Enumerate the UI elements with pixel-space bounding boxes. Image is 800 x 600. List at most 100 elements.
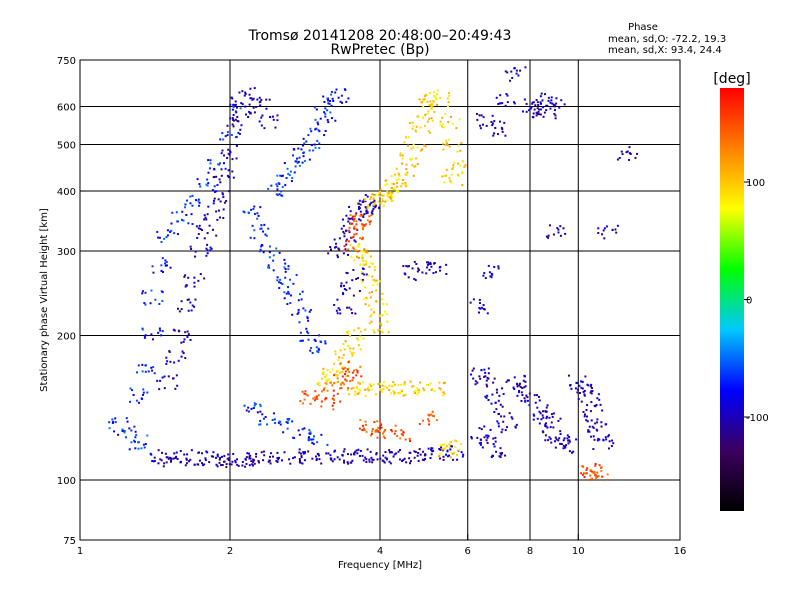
scatter-point	[369, 296, 372, 299]
scatter-point	[251, 98, 254, 101]
scatter-point	[361, 257, 364, 260]
scatter-point	[379, 322, 382, 325]
scatter-point	[457, 144, 460, 147]
scatter-point	[176, 220, 179, 223]
scatter-point	[370, 261, 373, 264]
scatter-point	[403, 141, 406, 144]
scatter-point	[426, 261, 429, 264]
scatter-point	[330, 93, 333, 96]
scatter-point	[430, 413, 433, 416]
scatter-point	[247, 115, 250, 118]
scatter-point	[431, 410, 434, 413]
scatter-point	[234, 461, 237, 464]
scatter-point	[336, 256, 339, 259]
scatter-point	[343, 249, 346, 252]
scatter-point	[395, 167, 398, 170]
scatter-point	[342, 224, 345, 227]
scatter-point	[448, 443, 451, 446]
scatter-point	[483, 368, 486, 371]
scatter-point	[534, 104, 537, 107]
scatter-point	[596, 418, 599, 421]
scatter-point	[382, 435, 385, 438]
scatter-point	[516, 394, 519, 397]
scatter-point	[260, 98, 263, 101]
scatter-point	[307, 319, 310, 322]
scatter-point	[511, 417, 514, 420]
scatter-point	[209, 249, 212, 252]
scatter-point	[545, 425, 548, 428]
scatter-point	[611, 228, 614, 231]
scatter-point	[372, 194, 375, 197]
scatter-point	[353, 225, 356, 228]
scatter-point	[546, 426, 549, 429]
scatter-point	[424, 453, 427, 456]
scatter-point	[299, 293, 302, 296]
scatter-point	[381, 298, 384, 301]
scatter-point	[309, 402, 312, 405]
scatter-point	[385, 303, 388, 306]
scatter-point	[487, 372, 490, 375]
scatter-point	[532, 413, 535, 416]
scatter-point	[464, 164, 467, 167]
scatter-point	[164, 452, 167, 455]
scatter-point	[369, 255, 372, 258]
scatter-point	[408, 462, 411, 465]
scatter-point	[493, 132, 496, 135]
scatter-point	[430, 388, 433, 391]
scatter-point	[448, 177, 451, 180]
scatter-point	[572, 450, 575, 453]
scatter-point	[448, 94, 451, 97]
scatter-point	[380, 423, 383, 426]
scatter-point	[568, 374, 571, 377]
scatter-point	[355, 374, 358, 377]
scatter-point	[385, 458, 388, 461]
scatter-point	[402, 265, 405, 268]
scatter-point	[535, 111, 538, 114]
scatter-point	[584, 375, 587, 378]
scatter-point	[241, 460, 244, 463]
scatter-point	[355, 368, 358, 371]
scatter-point	[329, 246, 332, 249]
scatter-point	[268, 245, 271, 248]
scatter-point	[428, 414, 431, 417]
scatter-point	[146, 434, 149, 437]
scatter-point	[302, 451, 305, 454]
scatter-point	[298, 460, 301, 463]
scatter-point	[183, 275, 186, 278]
scatter-point	[482, 304, 485, 307]
scatter-point	[548, 416, 551, 419]
scatter-point	[535, 99, 538, 102]
scatter-point	[427, 383, 430, 386]
scatter-point	[137, 441, 140, 444]
scatter-point	[329, 457, 332, 460]
scatter-point	[347, 220, 350, 223]
scatter-point	[336, 377, 339, 380]
scatter-point	[493, 377, 496, 380]
scatter-point	[337, 359, 340, 362]
scatter-point	[141, 363, 144, 366]
scatter-point	[317, 394, 320, 397]
scatter-point	[497, 422, 500, 425]
scatter-point	[281, 174, 284, 177]
scatter-point	[371, 193, 374, 196]
scatter-point	[262, 450, 265, 453]
scatter-point	[277, 182, 280, 185]
scatter-point	[460, 451, 463, 454]
scatter-point	[362, 380, 365, 383]
scatter-point	[490, 402, 493, 405]
scatter-point	[388, 449, 391, 452]
scatter-point	[372, 284, 375, 287]
scatter-point	[165, 261, 168, 264]
scatter-point	[532, 418, 535, 421]
scatter-point	[266, 266, 269, 269]
scatter-point	[478, 298, 481, 301]
scatter-point	[156, 230, 159, 233]
scatter-point	[170, 457, 173, 460]
scatter-point	[141, 290, 144, 293]
scatter-point	[190, 213, 193, 216]
scatter-point	[362, 250, 365, 253]
scatter-point	[582, 390, 585, 393]
scatter-point	[212, 451, 215, 454]
scatter-point	[248, 103, 251, 106]
scatter-point	[318, 384, 321, 387]
